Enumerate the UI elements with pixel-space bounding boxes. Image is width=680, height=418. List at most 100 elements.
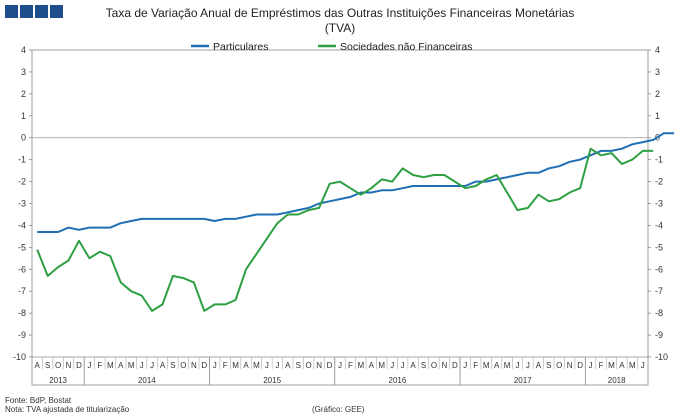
year-label: 2013 — [49, 376, 67, 385]
y-tick-label: 4 — [21, 45, 26, 55]
month-label: F — [348, 361, 353, 370]
logo-square — [20, 5, 33, 18]
logo-square — [35, 5, 48, 18]
month-label: J — [641, 361, 645, 370]
month-label: N — [66, 361, 72, 370]
month-label: J — [275, 361, 279, 370]
y-tick-label: -4 — [18, 220, 26, 230]
month-label: J — [338, 361, 342, 370]
logo-square — [5, 5, 18, 18]
month-label: S — [421, 361, 426, 370]
month-label: A — [243, 361, 249, 370]
month-label: N — [442, 361, 448, 370]
y-tick-label: -5 — [18, 242, 26, 252]
month-label: J — [463, 361, 467, 370]
month-label: M — [253, 361, 260, 370]
month-label: O — [55, 361, 61, 370]
month-label: S — [296, 361, 301, 370]
y-tick-label-right: -8 — [655, 308, 663, 318]
chart-title: Taxa de Variação Anual de Empréstimos da… — [105, 6, 575, 20]
month-label: F — [599, 361, 604, 370]
year-label: 2016 — [389, 376, 407, 385]
y-tick-label: -2 — [18, 177, 26, 187]
month-label: M — [128, 361, 135, 370]
legend-label: Sociedades não Financeiras — [340, 41, 473, 53]
y-tick-label-right: -3 — [655, 199, 663, 209]
month-label: M — [107, 361, 114, 370]
month-label: M — [608, 361, 615, 370]
month-label: D — [452, 361, 458, 370]
month-label: J — [150, 361, 154, 370]
month-label: A — [536, 361, 542, 370]
y-tick-label: -8 — [18, 308, 26, 318]
footnote: Nota: TVA ajustada de titularização — [5, 405, 130, 414]
y-tick-label-right: 1 — [655, 111, 660, 121]
month-label: M — [232, 361, 239, 370]
month-label: A — [369, 361, 375, 370]
y-tick-label-right: -2 — [655, 177, 663, 187]
month-label: O — [180, 361, 186, 370]
month-label: S — [45, 361, 50, 370]
y-tick-label-right: 2 — [655, 89, 660, 99]
chart-subtitle: (TVA) — [324, 21, 356, 35]
month-label: O — [306, 361, 312, 370]
month-label: J — [390, 361, 394, 370]
y-tick-label: -10 — [13, 352, 26, 362]
month-label: M — [358, 361, 365, 370]
month-label: N — [316, 361, 322, 370]
month-label: J — [515, 361, 519, 370]
month-label: M — [483, 361, 490, 370]
year-label: 2014 — [138, 376, 156, 385]
y-tick-label: -7 — [18, 286, 26, 296]
y-tick-label-right: -4 — [655, 220, 663, 230]
y-tick-label-right: 3 — [655, 67, 660, 77]
y-tick-label: 2 — [21, 89, 26, 99]
month-label: N — [567, 361, 573, 370]
y-tick-label-right: 4 — [655, 45, 660, 55]
month-label: D — [327, 361, 333, 370]
month-label: J — [140, 361, 144, 370]
y-tick-label-right: -10 — [655, 352, 668, 362]
year-label: 2015 — [263, 376, 281, 385]
y-tick-label: 1 — [21, 111, 26, 121]
month-label: J — [589, 361, 593, 370]
y-tick-label-right: -1 — [655, 155, 663, 165]
logo-square — [50, 5, 63, 18]
chart-credit: (Gráfico: GEE) — [312, 405, 365, 414]
series-line-sociedades — [36, 147, 654, 312]
legend-label: Particulares — [213, 41, 268, 53]
y-tick-label: -3 — [18, 199, 26, 209]
month-label: A — [410, 361, 416, 370]
plot-frame — [31, 49, 649, 386]
month-label: J — [87, 361, 91, 370]
month-label: J — [401, 361, 405, 370]
month-label: J — [265, 361, 269, 370]
month-label: O — [556, 361, 562, 370]
y-tick-label: 0 — [21, 133, 26, 143]
month-label: A — [285, 361, 291, 370]
month-label: A — [35, 361, 41, 370]
year-label: 2017 — [514, 376, 532, 385]
y-tick-label-right: -6 — [655, 264, 663, 274]
month-label: A — [494, 361, 500, 370]
month-label: F — [223, 361, 228, 370]
y-tick-label-right: -7 — [655, 286, 663, 296]
y-tick-label: 3 — [21, 67, 26, 77]
year-label: 2018 — [608, 376, 626, 385]
month-label: D — [577, 361, 583, 370]
month-label: F — [473, 361, 478, 370]
y-tick-label: -1 — [18, 155, 26, 165]
month-label: J — [526, 361, 530, 370]
month-label: N — [191, 361, 197, 370]
month-label: D — [201, 361, 207, 370]
month-label: S — [546, 361, 551, 370]
series-line-particulares — [37, 132, 675, 233]
month-label: A — [160, 361, 166, 370]
source-note: Fonte: BdP, Bostat — [5, 396, 72, 405]
y-tick-label: -6 — [18, 264, 26, 274]
month-label: M — [378, 361, 385, 370]
month-label: O — [431, 361, 437, 370]
y-tick-label-right: -9 — [655, 330, 663, 340]
month-label: M — [629, 361, 636, 370]
month-label: J — [213, 361, 217, 370]
